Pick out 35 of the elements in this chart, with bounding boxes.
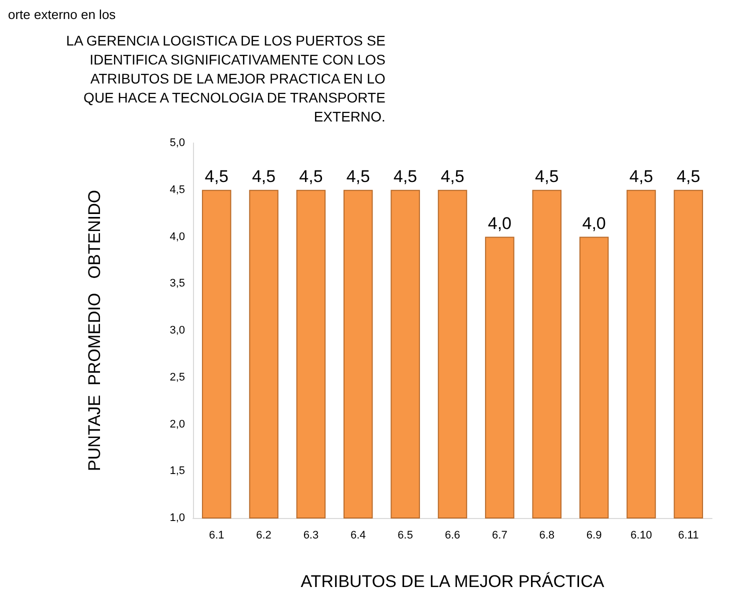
x-tick-label: 6.5 [398,530,413,542]
y-tick-label: 3,0 [170,324,185,336]
y-axis-title: PUNTAJE PROMEDIO OBTENIDO [85,190,104,472]
y-tick-label: 4,5 [170,184,185,196]
y-tick-label: 2,0 [170,418,185,430]
x-tick-label: 6.6 [444,530,460,542]
x-tick-label: 6.11 [678,530,699,542]
x-axis-title: ATRIBUTOS DE LA MEJOR PRÁCTICA [300,572,605,591]
y-tick-label: 3,5 [170,278,185,290]
data-label: 4,5 [299,166,323,186]
data-label: 4,5 [346,166,370,186]
x-tick-label: 6.1 [208,530,224,542]
data-label: 4,5 [252,166,276,186]
data-label: 4,5 [204,166,228,186]
x-tick-label: 6.10 [630,530,652,542]
data-label: 4,5 [394,166,418,186]
data-label: 4,0 [582,214,606,233]
text: orte externo en los [8,7,116,22]
x-tick-label: 6.4 [350,530,366,542]
x-tick-label: 6.7 [492,530,508,542]
x-tick-label: 6.2 [256,530,272,542]
y-tick-label: 5,0 [170,137,185,149]
data-label: 4,0 [488,214,512,233]
data-label: 4,5 [676,166,700,186]
data-label: 4,5 [440,166,464,186]
y-tick-label: 4,0 [170,230,185,243]
y-tick-label: 1,5 [170,465,185,478]
x-tick-label: 6.3 [303,530,319,542]
chart-title: LA GERENCIA LOGISTICA DE LOS PUERTOS SE IDENTIFICA SIGNIFICATIVAMENTE CON LOS ATRIBUTOS DE LA MEJOR PRACTICA EN LO QUE HACE A TECNOLOGIA DE TRANSPORTE EXTERNO. [66,32,386,124]
data-label: 4,5 [629,166,654,186]
y-tick-label: 2,5 [170,371,185,384]
data-label: 4,5 [535,166,559,186]
x-tick-label: 6.8 [539,530,555,542]
x-tick-label: 6.9 [586,530,602,542]
y-tick-label: 1,0 [170,512,185,524]
